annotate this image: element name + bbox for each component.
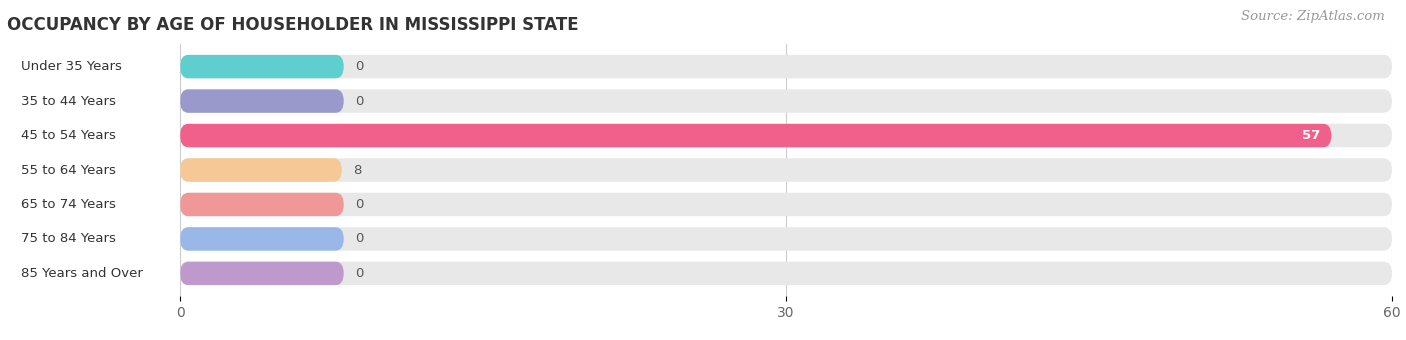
Text: 45 to 54 Years: 45 to 54 Years [21, 129, 115, 142]
FancyBboxPatch shape [180, 124, 1392, 147]
Text: Source: ZipAtlas.com: Source: ZipAtlas.com [1241, 10, 1385, 23]
FancyBboxPatch shape [7, 262, 180, 285]
FancyBboxPatch shape [180, 55, 343, 78]
Text: 0: 0 [356, 95, 364, 107]
Text: 8: 8 [353, 164, 361, 176]
FancyBboxPatch shape [180, 89, 343, 113]
FancyBboxPatch shape [180, 158, 342, 182]
Text: 55 to 64 Years: 55 to 64 Years [21, 164, 115, 176]
Text: 35 to 44 Years: 35 to 44 Years [21, 95, 115, 107]
FancyBboxPatch shape [7, 124, 180, 147]
FancyBboxPatch shape [180, 193, 343, 216]
Text: 0: 0 [356, 267, 364, 280]
FancyBboxPatch shape [7, 158, 180, 182]
Text: 0: 0 [356, 60, 364, 73]
Text: Under 35 Years: Under 35 Years [21, 60, 122, 73]
Text: 65 to 74 Years: 65 to 74 Years [21, 198, 115, 211]
FancyBboxPatch shape [180, 89, 1392, 113]
FancyBboxPatch shape [180, 124, 1331, 147]
FancyBboxPatch shape [7, 55, 180, 78]
FancyBboxPatch shape [180, 262, 1392, 285]
Text: 85 Years and Over: 85 Years and Over [21, 267, 143, 280]
FancyBboxPatch shape [180, 227, 343, 251]
FancyBboxPatch shape [180, 193, 1392, 216]
FancyBboxPatch shape [180, 227, 1392, 251]
Text: 0: 0 [356, 198, 364, 211]
FancyBboxPatch shape [7, 193, 180, 216]
Text: OCCUPANCY BY AGE OF HOUSEHOLDER IN MISSISSIPPI STATE: OCCUPANCY BY AGE OF HOUSEHOLDER IN MISSI… [7, 16, 579, 34]
Text: 57: 57 [1302, 129, 1320, 142]
FancyBboxPatch shape [180, 55, 1392, 78]
FancyBboxPatch shape [7, 89, 180, 113]
Text: 0: 0 [356, 233, 364, 245]
Text: 75 to 84 Years: 75 to 84 Years [21, 233, 115, 245]
FancyBboxPatch shape [180, 158, 1392, 182]
FancyBboxPatch shape [180, 262, 343, 285]
FancyBboxPatch shape [7, 227, 180, 251]
